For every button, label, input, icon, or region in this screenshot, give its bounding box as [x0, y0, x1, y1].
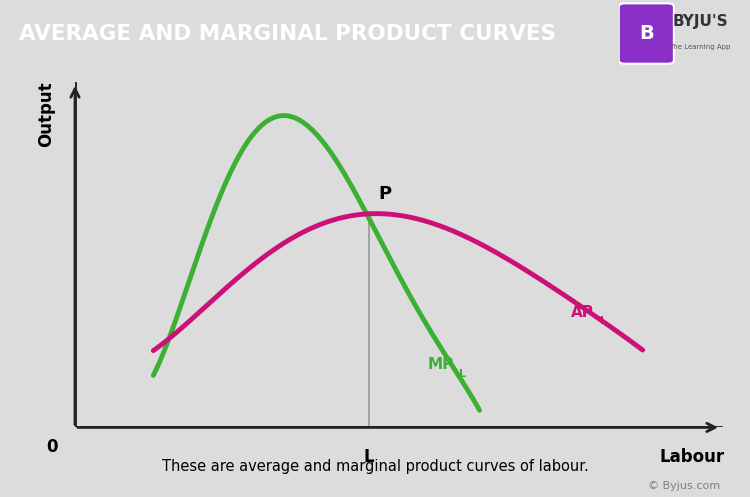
- Text: BYJU'S: BYJU'S: [672, 14, 728, 29]
- FancyBboxPatch shape: [619, 3, 674, 64]
- Text: These are average and marginal product curves of labour.: These are average and marginal product c…: [162, 459, 588, 474]
- Text: L: L: [363, 448, 374, 466]
- Text: MP: MP: [427, 357, 454, 372]
- Text: 0: 0: [46, 437, 58, 456]
- Text: © Byjus.com: © Byjus.com: [648, 481, 720, 491]
- Text: B: B: [639, 24, 654, 43]
- Text: L: L: [600, 316, 608, 327]
- Text: AP: AP: [571, 305, 594, 320]
- Text: Output: Output: [37, 81, 55, 147]
- Text: P: P: [379, 185, 392, 203]
- Text: AVERAGE AND MARGINAL PRODUCT CURVES: AVERAGE AND MARGINAL PRODUCT CURVES: [19, 23, 556, 44]
- Text: The Learning App: The Learning App: [670, 44, 730, 50]
- Text: L: L: [459, 369, 466, 379]
- Text: Labour: Labour: [659, 448, 724, 466]
